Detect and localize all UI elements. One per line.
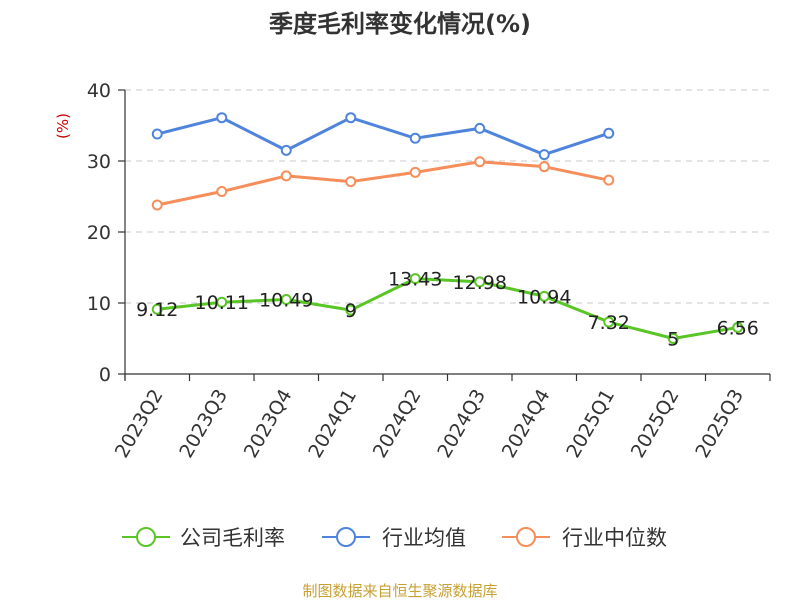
grid bbox=[125, 89, 770, 304]
data-labels: 9.12 10.11 10.49 9 13.43 12.98 10.94 7.32 5 6.56 bbox=[136, 269, 759, 351]
y-tick-label: 0 bbox=[99, 364, 111, 386]
legend-marker bbox=[336, 527, 356, 547]
source-note: 制图数据来自恒生聚源数据库 bbox=[302, 582, 497, 600]
data-point[interactable] bbox=[474, 122, 486, 134]
series-line bbox=[156, 116, 610, 157]
data-point[interactable] bbox=[151, 128, 163, 140]
data-point[interactable] bbox=[345, 176, 357, 188]
data-point[interactable] bbox=[409, 273, 421, 285]
data-label: 5 bbox=[667, 329, 679, 351]
x-tick-label: 2025Q2 bbox=[627, 386, 684, 462]
series-1 bbox=[151, 112, 615, 161]
legend-label: 行业均值 bbox=[382, 526, 466, 550]
data-point[interactable] bbox=[409, 132, 421, 144]
data-label: 12.98 bbox=[453, 272, 507, 294]
data-point[interactable] bbox=[216, 296, 228, 308]
data-point[interactable] bbox=[603, 127, 615, 139]
data-point[interactable] bbox=[151, 199, 163, 211]
chart-title: 季度毛利率变化情况(%) bbox=[269, 10, 531, 38]
legend[interactable]: 公司毛利率 行业均值 行业中位数 bbox=[122, 526, 667, 550]
data-point[interactable] bbox=[538, 161, 550, 173]
data-point[interactable] bbox=[345, 112, 357, 124]
data-label: 10.94 bbox=[517, 286, 571, 308]
data-label: 13.43 bbox=[388, 269, 442, 291]
data-point[interactable] bbox=[538, 149, 550, 161]
series-0 bbox=[151, 273, 744, 344]
data-label: 9.12 bbox=[136, 299, 178, 321]
legend-marker bbox=[136, 527, 156, 547]
data-label: 10.11 bbox=[195, 292, 249, 314]
data-point[interactable] bbox=[603, 174, 615, 186]
legend-label: 公司毛利率 bbox=[180, 526, 285, 550]
y-tick-label: 10 bbox=[87, 293, 111, 315]
data-point[interactable] bbox=[280, 294, 292, 306]
data-point[interactable] bbox=[280, 144, 292, 156]
legend-item-2[interactable]: 行业中位数 bbox=[502, 526, 667, 550]
y-tick-label: 40 bbox=[87, 80, 111, 102]
data-point[interactable] bbox=[732, 321, 744, 333]
data-point[interactable] bbox=[280, 170, 292, 182]
data-point[interactable] bbox=[474, 276, 486, 288]
x-tick-label: 2024Q1 bbox=[304, 386, 361, 462]
data-label: 10.49 bbox=[259, 290, 313, 312]
data-label: 9 bbox=[345, 300, 357, 322]
legend-item-0[interactable]: 公司毛利率 bbox=[122, 526, 285, 550]
data-point[interactable] bbox=[474, 156, 486, 168]
x-tick-label: 2023Q3 bbox=[175, 386, 232, 462]
x-tick-label: 2025Q1 bbox=[562, 386, 619, 462]
y-tick-label: 20 bbox=[87, 222, 111, 244]
data-point[interactable] bbox=[216, 112, 228, 124]
data-point[interactable] bbox=[151, 303, 163, 315]
series-line bbox=[156, 160, 610, 207]
y-tick-label: 30 bbox=[87, 151, 111, 173]
legend-marker bbox=[516, 527, 536, 547]
data-point[interactable] bbox=[345, 304, 357, 316]
x-tick-label: 2023Q2 bbox=[111, 386, 168, 462]
x-tick-label: 2025Q3 bbox=[691, 386, 748, 462]
legend-label: 行业中位数 bbox=[562, 526, 667, 550]
legend-item-1[interactable]: 行业均值 bbox=[322, 526, 466, 550]
x-tick-label: 2024Q3 bbox=[433, 386, 490, 462]
data-point[interactable] bbox=[409, 166, 421, 178]
data-point[interactable] bbox=[216, 186, 228, 198]
data-point[interactable] bbox=[538, 290, 550, 302]
x-tick-label: 2024Q4 bbox=[498, 386, 555, 462]
y-axis-unit: (%) bbox=[54, 113, 72, 139]
series-line bbox=[157, 277, 739, 340]
data-point[interactable] bbox=[603, 316, 615, 328]
data-label: 7.32 bbox=[588, 312, 630, 334]
data-label: 6.56 bbox=[717, 317, 759, 339]
x-tick-label: 2023Q4 bbox=[240, 386, 297, 462]
x-tick-label: 2024Q2 bbox=[369, 386, 426, 462]
series-2 bbox=[151, 156, 615, 211]
series-group bbox=[151, 112, 744, 344]
data-point[interactable] bbox=[667, 333, 679, 344]
